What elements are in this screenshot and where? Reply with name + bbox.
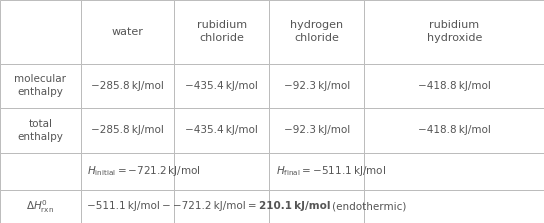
Text: 210.1 kJ/mol: 210.1 kJ/mol bbox=[259, 201, 330, 211]
Text: $\Delta \mathit{H}^0_{\rm rxn}$: $\Delta \mathit{H}^0_{\rm rxn}$ bbox=[26, 198, 54, 215]
Bar bbox=[364, 64, 544, 108]
Bar bbox=[81, 0, 174, 64]
Text: water: water bbox=[112, 27, 143, 37]
Bar bbox=[0, 64, 81, 108]
Text: molecular
enthalpy: molecular enthalpy bbox=[14, 74, 66, 97]
Bar bbox=[269, 108, 364, 153]
Bar bbox=[269, 190, 364, 223]
Text: −92.3 kJ/mol: −92.3 kJ/mol bbox=[284, 126, 350, 135]
Text: $\mathit{H}_{\rm final}$ = −511.1 kJ/mol: $\mathit{H}_{\rm final}$ = −511.1 kJ/mol bbox=[276, 164, 386, 178]
Bar bbox=[81, 64, 174, 108]
Bar bbox=[174, 0, 269, 64]
Bar bbox=[0, 108, 81, 153]
Text: −285.8 kJ/mol: −285.8 kJ/mol bbox=[91, 126, 164, 135]
Bar bbox=[174, 190, 269, 223]
Bar bbox=[0, 190, 81, 223]
Text: −285.8 kJ/mol: −285.8 kJ/mol bbox=[91, 81, 164, 91]
Bar bbox=[81, 190, 174, 223]
Text: −418.8 kJ/mol: −418.8 kJ/mol bbox=[418, 126, 491, 135]
Text: total
enthalpy: total enthalpy bbox=[17, 119, 63, 142]
Bar bbox=[0, 153, 81, 190]
Text: −92.3 kJ/mol: −92.3 kJ/mol bbox=[284, 81, 350, 91]
Bar bbox=[269, 64, 364, 108]
Bar bbox=[364, 108, 544, 153]
Bar bbox=[81, 108, 174, 153]
Bar bbox=[364, 0, 544, 64]
Text: rubidium
hydroxide: rubidium hydroxide bbox=[426, 20, 482, 43]
Bar bbox=[81, 153, 174, 190]
Text: −435.4 kJ/mol: −435.4 kJ/mol bbox=[186, 126, 258, 135]
Bar bbox=[174, 108, 269, 153]
Bar bbox=[269, 153, 364, 190]
Bar bbox=[174, 153, 269, 190]
Bar bbox=[269, 0, 364, 64]
Text: −418.8 kJ/mol: −418.8 kJ/mol bbox=[418, 81, 491, 91]
Text: hydrogen
chloride: hydrogen chloride bbox=[290, 20, 343, 43]
Bar bbox=[174, 64, 269, 108]
Bar bbox=[364, 153, 544, 190]
Bar bbox=[364, 190, 544, 223]
Text: rubidium
chloride: rubidium chloride bbox=[196, 20, 247, 43]
Text: $\mathit{H}_{\rm initial}$ = −721.2 kJ/mol: $\mathit{H}_{\rm initial}$ = −721.2 kJ/m… bbox=[87, 164, 201, 178]
Text: −435.4 kJ/mol: −435.4 kJ/mol bbox=[186, 81, 258, 91]
Bar bbox=[0, 0, 81, 64]
Text: (endothermic): (endothermic) bbox=[330, 201, 407, 211]
Text: −511.1 kJ/mol − −721.2 kJ/mol =: −511.1 kJ/mol − −721.2 kJ/mol = bbox=[87, 201, 259, 211]
